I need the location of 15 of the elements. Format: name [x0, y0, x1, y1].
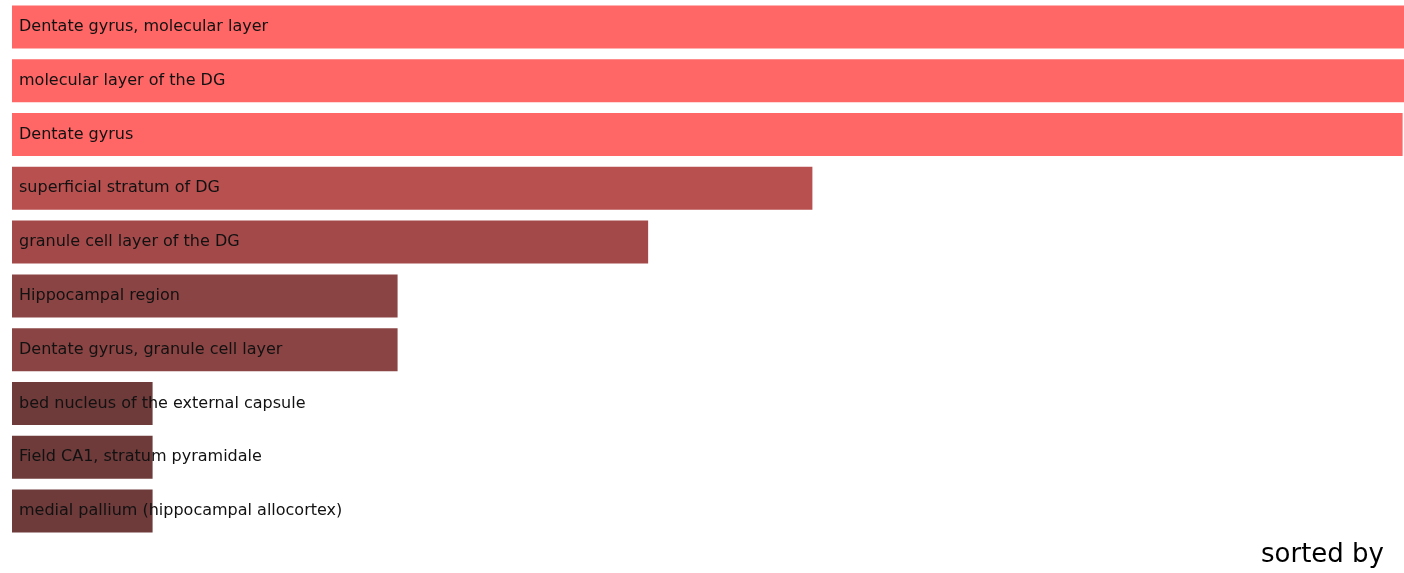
bar [12, 328, 398, 372]
y-tick-label: Hippocampal region [19, 285, 180, 305]
y-tick-label: Dentate gyrus, granule cell layer [19, 338, 283, 358]
bar [12, 112, 1403, 157]
y-tick-label: molecular layer of the DG [19, 69, 226, 89]
y-tick-label: Dentate gyrus [19, 123, 134, 143]
bar [12, 166, 813, 210]
bar [12, 220, 649, 264]
bar [12, 274, 398, 318]
y-tick-label: Dentate gyrus, molecular layer [19, 16, 269, 36]
bar [12, 59, 1404, 103]
y-tick-label: granule cell layer of the DG [19, 231, 240, 251]
bar [12, 5, 1404, 49]
y-tick-label: superficial stratum of DG [19, 177, 221, 197]
text: sorted by [1261, 538, 1384, 568]
